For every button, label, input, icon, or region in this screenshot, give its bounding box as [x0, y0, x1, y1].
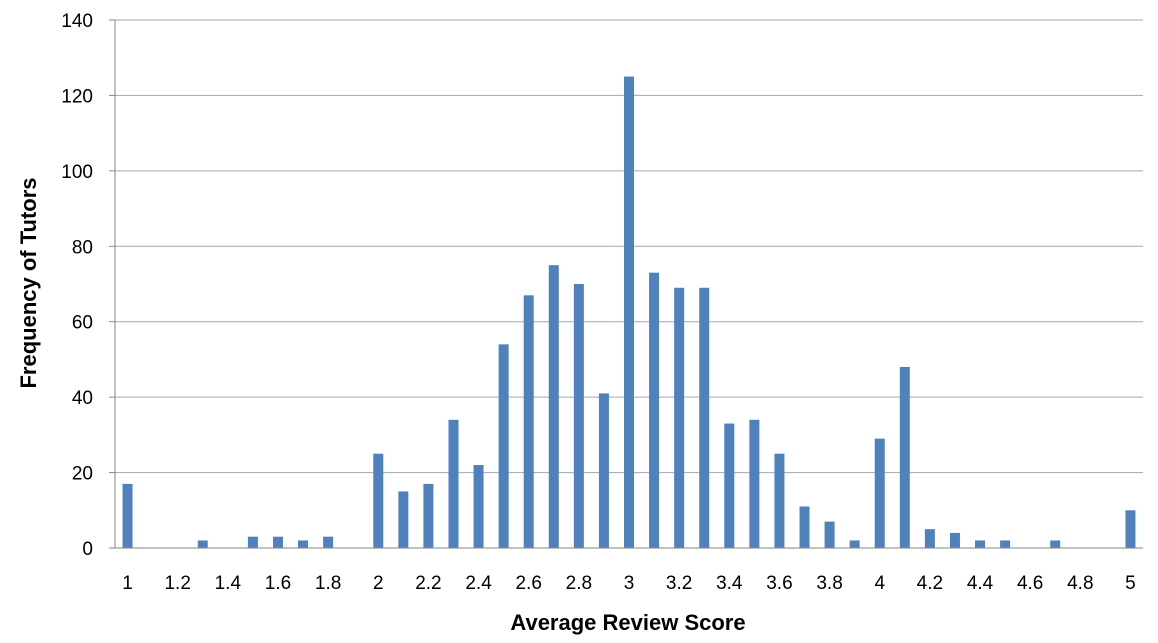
- bar: [724, 423, 735, 548]
- bar: [498, 344, 509, 548]
- y-tick-labels: 0 20 40 60 80 100 120 140: [61, 11, 93, 560]
- bar: [122, 483, 133, 548]
- bar: [298, 540, 309, 548]
- y-tick-label: 20: [72, 464, 93, 485]
- bar: [473, 465, 484, 548]
- x-tick-labels: 1 1.2 1.4 1.6 1.8 2 2.2 2.4 2.6 2.8 3 3.2 3.4 3.6 3.8 4…: [122, 573, 1136, 594]
- y-tick-label: 0: [82, 539, 93, 560]
- x-tick-label: 4.8: [1067, 573, 1093, 594]
- bar: [649, 272, 660, 548]
- x-tick-label: 2.8: [566, 573, 592, 594]
- bar: [674, 287, 685, 548]
- x-tick-label: 2.2: [415, 573, 441, 594]
- bar: [247, 536, 258, 548]
- bar: [624, 76, 634, 549]
- bar: [924, 529, 935, 548]
- bar: [1125, 510, 1136, 548]
- x-tick-label: 2.4: [465, 573, 492, 594]
- x-tick-label: 4.2: [917, 573, 943, 594]
- y-axis-title: Frequency of Tutors: [16, 177, 41, 388]
- bar: [197, 540, 208, 548]
- x-tick-label: 1.4: [215, 573, 242, 594]
- x-tick-label: 4.4: [967, 573, 994, 594]
- y-tick-label: 40: [72, 388, 93, 409]
- x-tick-label: 3.2: [666, 573, 692, 594]
- y-tick-label: 60: [72, 313, 93, 334]
- bar: [1050, 540, 1061, 548]
- x-tick-label: 4: [874, 573, 885, 594]
- bar: [398, 491, 409, 548]
- x-axis-title: Average Review Score: [510, 610, 745, 635]
- bar: [949, 532, 960, 548]
- bar: [573, 284, 584, 548]
- bars: [122, 76, 1136, 549]
- y-tick-label: 140: [61, 11, 93, 32]
- bar: [548, 265, 559, 548]
- bar: [598, 393, 609, 548]
- x-tick-label: 1.2: [164, 573, 190, 594]
- bar: [373, 453, 384, 548]
- bar: [774, 453, 785, 548]
- bar: [799, 506, 810, 548]
- x-tick-label: 3.8: [816, 573, 842, 594]
- bar: [523, 295, 534, 548]
- bar: [849, 540, 860, 548]
- bar: [749, 419, 760, 548]
- bar: [824, 521, 835, 548]
- bar: [899, 366, 910, 548]
- bar: [448, 419, 459, 548]
- y-tick-label: 100: [61, 162, 93, 183]
- x-tick-label: 2: [373, 573, 384, 594]
- x-tick-label: 2.6: [515, 573, 541, 594]
- x-tick-label: 5: [1125, 573, 1136, 594]
- x-tick-label: 3: [624, 573, 635, 594]
- x-tick-label: 1: [122, 573, 133, 594]
- x-tick-label: 4.6: [1017, 573, 1043, 594]
- x-tick-label: 3.6: [766, 573, 792, 594]
- x-tick-label: 3.4: [716, 573, 743, 594]
- bar: [323, 536, 334, 548]
- axes: [109, 19, 1143, 549]
- y-tick-label: 120: [61, 86, 93, 107]
- bar: [874, 438, 885, 548]
- x-tick-label: 1.6: [265, 573, 291, 594]
- bar: [975, 540, 986, 548]
- bar: [272, 536, 283, 548]
- bar: [423, 483, 434, 548]
- x-tick-label: 1.8: [315, 573, 341, 594]
- y-tick-label: 80: [72, 237, 93, 258]
- bar: [1000, 540, 1011, 548]
- bar: [699, 287, 710, 548]
